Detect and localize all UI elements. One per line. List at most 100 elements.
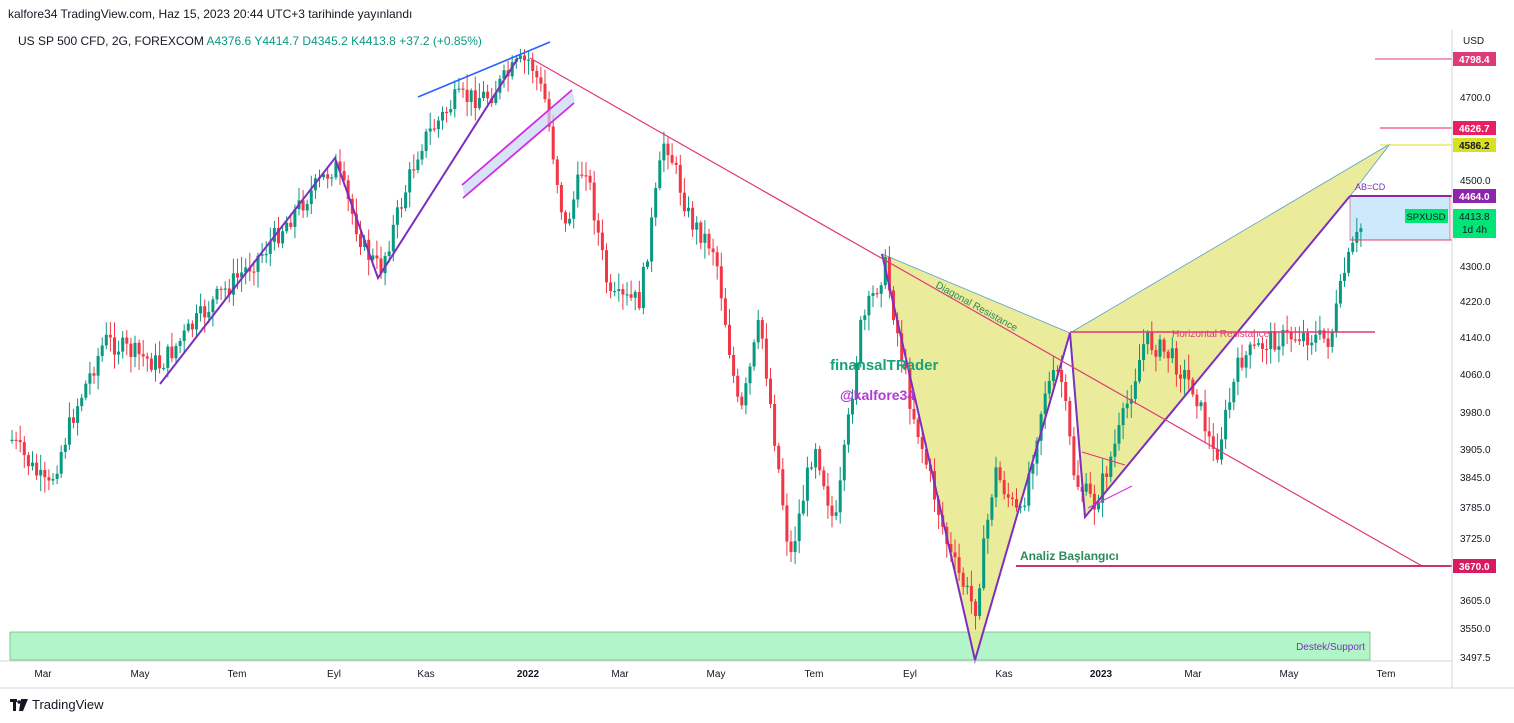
candle-body	[26, 455, 30, 467]
change-value: +37.2 (+0.85%)	[399, 34, 482, 48]
candle-body	[1105, 473, 1109, 478]
price-tag-bg	[1453, 138, 1496, 152]
candle-body	[338, 161, 342, 171]
candle-body	[949, 544, 953, 553]
candle-body	[715, 252, 719, 267]
candle-body	[957, 557, 961, 573]
candle-body	[666, 143, 670, 156]
candle-body	[96, 356, 100, 376]
x-tick-label: Mar	[1184, 669, 1202, 680]
footer-brand[interactable]: TradingView	[10, 697, 104, 712]
candle-body	[1199, 402, 1203, 407]
candle-body	[875, 293, 879, 295]
candle-body	[154, 355, 157, 370]
candle-body	[10, 439, 14, 441]
x-tick-label: 2023	[1090, 669, 1113, 680]
candle-body	[1097, 502, 1100, 510]
candle-body	[1109, 456, 1113, 478]
candle-body	[916, 419, 920, 437]
candle-body	[416, 159, 420, 170]
candle-body	[92, 373, 96, 376]
candle-body	[1281, 329, 1285, 347]
candle-body	[551, 126, 555, 160]
candle-body	[63, 444, 67, 452]
candle-body	[760, 320, 764, 339]
candle-body	[568, 218, 572, 224]
candle-body	[740, 396, 744, 406]
candle-body	[769, 378, 772, 405]
candle-body	[342, 170, 346, 181]
candle-body	[387, 251, 391, 256]
price-tag-value: 4413.8	[1459, 212, 1490, 223]
candle-body	[1240, 357, 1244, 368]
candle-body	[1248, 344, 1252, 356]
candle-body	[80, 397, 84, 407]
candle-body	[1285, 329, 1289, 332]
candle-body	[55, 473, 59, 479]
candle-body	[904, 360, 908, 369]
candle-body	[486, 91, 490, 99]
candle-body	[1289, 331, 1293, 340]
y-tick-label: 3550.0	[1460, 624, 1491, 635]
candle-body	[428, 128, 432, 132]
symbol-tag-bg	[1405, 209, 1448, 223]
candle-body	[1195, 394, 1199, 407]
candle-body	[457, 88, 461, 90]
candle-body	[978, 588, 982, 616]
candle-body	[371, 255, 375, 260]
price-axis[interactable]: USD 4700.0 4500.0 4300.0 4220.0 4140.0 4060.0 3…	[1405, 30, 1496, 688]
candle-body	[1347, 251, 1351, 273]
candle-body	[1359, 228, 1363, 232]
support-rect	[9, 631, 1371, 661]
time-axis[interactable]: Mar May Tem Eyl Kas 2022 Mar May Tem Eyl Kas 2023 Ma…	[0, 660, 1514, 689]
candle-body	[1092, 493, 1096, 510]
candle-body	[453, 89, 457, 110]
x-tick-label: Tem	[805, 669, 824, 680]
candle-body	[887, 257, 891, 291]
candle-body	[379, 258, 383, 274]
candlesticks	[10, 48, 1363, 630]
candle-body	[1265, 348, 1269, 351]
support-label: Destek/Support	[1296, 642, 1365, 653]
y-tick-label: 3980.0	[1460, 408, 1491, 419]
candle-body	[260, 254, 264, 256]
candle-body	[1072, 436, 1076, 476]
candle-body	[801, 500, 805, 514]
candle-body	[354, 213, 358, 235]
candle-body	[1297, 339, 1301, 342]
candle-body	[682, 192, 686, 212]
candle-body	[1064, 382, 1068, 401]
watermark-handle: @kalfore34	[840, 387, 915, 403]
candle-body	[588, 175, 592, 183]
candle-body	[186, 323, 190, 331]
price-tag-value: 4626.7	[1459, 124, 1490, 135]
y-tick-label: 4220.0	[1460, 297, 1491, 308]
candle-body	[449, 109, 453, 113]
candle-body	[834, 512, 838, 516]
candle-body	[334, 161, 338, 178]
symbol-name: US SP 500 CFD, 2G, FOREXCOM	[18, 34, 204, 48]
analysis-start-label: Analiz Başlangıcı	[1020, 549, 1119, 563]
candle-body	[252, 271, 256, 273]
candle-body	[953, 552, 957, 558]
candle-body	[576, 174, 580, 200]
price-tag-bg	[1453, 52, 1496, 66]
candle-body	[72, 417, 75, 423]
candle-body	[256, 255, 260, 272]
candle-body	[695, 222, 699, 230]
candle-body	[375, 255, 379, 259]
candle-body	[674, 162, 678, 165]
candle-body	[178, 340, 182, 346]
candle-body	[998, 467, 1002, 480]
candle-body	[264, 253, 268, 256]
symbol-tag-text: SPXUSD	[1406, 212, 1445, 223]
candle-body	[633, 291, 637, 298]
price-tag-value: 4464.0	[1459, 192, 1490, 203]
price-tag: 4626.7	[1453, 121, 1496, 135]
candle-body	[182, 330, 186, 341]
candle-body	[859, 319, 863, 363]
brand-label: TradingView	[32, 697, 104, 712]
candle-body	[871, 293, 875, 296]
support-zone	[9, 631, 1371, 661]
